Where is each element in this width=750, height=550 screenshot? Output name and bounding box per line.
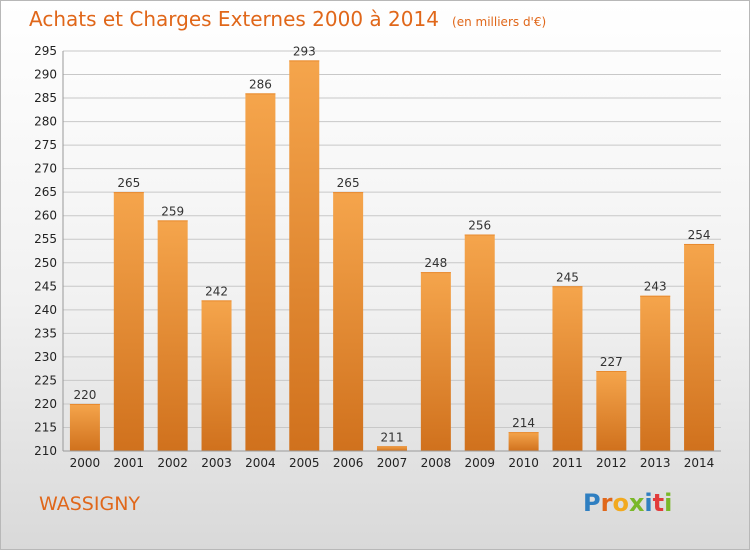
commune-name: WASSIGNY	[39, 493, 141, 515]
y-tick-label: 265	[34, 185, 57, 199]
proxiti-logo: Proxiti	[583, 489, 672, 517]
logo-letter: P	[583, 489, 601, 517]
value-label: 220	[73, 388, 96, 402]
x-tick-label: 2009	[464, 456, 495, 470]
chart-title: Achats et Charges Externes 2000 à 2014	[29, 7, 439, 31]
x-axis: 2000 2001 2002 2003 2004 2005 2006 2007 2008 2009…	[63, 450, 721, 470]
y-tick-label: 225	[34, 373, 57, 387]
x-tick-label: 2008	[421, 456, 452, 470]
logo-letter: t	[652, 489, 665, 517]
logo-letter: i	[644, 489, 653, 517]
logo-letter: r	[600, 489, 613, 517]
y-tick-label: 245	[34, 279, 57, 293]
bar	[552, 286, 583, 451]
x-tick-label: 2010	[508, 456, 539, 470]
x-tick-label: 2002	[157, 456, 188, 470]
x-tick-label: 2003	[201, 456, 232, 470]
value-label: 243	[644, 280, 667, 294]
value-label: 248	[424, 256, 447, 270]
y-tick-label: 210	[34, 444, 57, 458]
value-label: 293	[293, 44, 316, 58]
logo-letter: i	[664, 489, 673, 517]
y-tick-label: 240	[34, 303, 57, 317]
x-tick-label: 2011	[552, 456, 583, 470]
bar	[289, 60, 320, 451]
logo-letter: o	[612, 489, 629, 517]
value-label: 245	[556, 270, 579, 284]
bar	[201, 300, 232, 451]
value-label: 286	[249, 77, 272, 91]
value-label: 265	[337, 176, 360, 190]
value-label: 227	[600, 355, 623, 369]
y-tick-label: 280	[34, 115, 57, 129]
bar	[640, 295, 671, 451]
value-label: 259	[161, 204, 184, 218]
y-tick-label: 295	[34, 44, 57, 58]
value-label: 256	[468, 219, 491, 233]
y-tick-label: 230	[34, 350, 57, 364]
bar	[377, 446, 407, 451]
bar	[508, 432, 539, 451]
x-tick-label: 2001	[114, 456, 145, 470]
value-label: 211	[381, 430, 404, 444]
x-tick-label: 2014	[684, 456, 715, 470]
chart-unit-subtitle: (en milliers d'€)	[452, 15, 547, 29]
y-tick-label: 250	[34, 256, 57, 270]
y-tick-label: 220	[34, 397, 57, 411]
logo-letter: x	[628, 489, 645, 517]
y-tick-label: 290	[34, 68, 57, 82]
bar	[420, 272, 451, 451]
x-tick-label: 2004	[245, 456, 276, 470]
bar	[333, 192, 364, 452]
value-label: 265	[117, 176, 140, 190]
x-tick-label: 2005	[289, 456, 320, 470]
y-tick-label: 270	[34, 162, 57, 176]
y-tick-label: 275	[34, 138, 57, 152]
x-tick-label: 2012	[596, 456, 627, 470]
x-tick-label: 2000	[70, 456, 101, 470]
bars: 220 265 259 242 286 293 265 211 248 256 214 245 227 2…	[69, 44, 715, 452]
x-tick-label: 2007	[377, 456, 408, 470]
bar	[596, 371, 627, 451]
x-tick-label: 2013	[640, 456, 671, 470]
bar	[464, 234, 495, 451]
y-tick-label: 235	[34, 326, 57, 340]
y-tick-label: 285	[34, 91, 57, 105]
value-label: 242	[205, 284, 228, 298]
value-label: 254	[688, 228, 711, 242]
bar	[113, 192, 144, 452]
bar	[684, 243, 715, 451]
y-tick-label: 215	[34, 420, 57, 434]
y-tick-label: 255	[34, 232, 57, 246]
bar	[157, 220, 188, 451]
x-tick-label: 2006	[333, 456, 364, 470]
y-axis: 210 215 220 225 230 235 240 245 250 255 260 265 270 2…	[34, 44, 64, 458]
chart-title-row: Achats et Charges Externes 2000 à 2014 (…	[29, 7, 546, 31]
bar	[69, 403, 100, 451]
y-tick-label: 260	[34, 209, 57, 223]
value-label: 214	[512, 416, 535, 430]
bar	[245, 93, 276, 452]
